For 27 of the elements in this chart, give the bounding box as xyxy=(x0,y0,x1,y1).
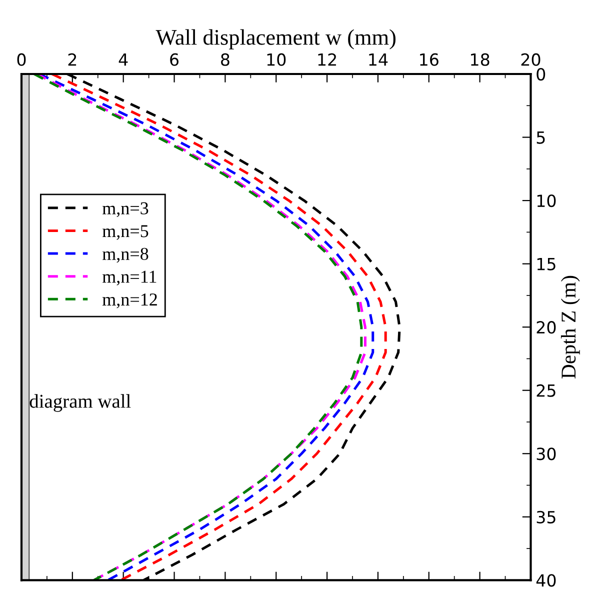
x-tick-label: 14 xyxy=(369,54,388,66)
y-tick-label: 35 xyxy=(536,510,556,524)
y-tick-label: 30 xyxy=(536,448,556,460)
y-tick-label: 0 xyxy=(536,68,546,81)
y-tick-label: 10 xyxy=(537,194,556,208)
x-tick-label: 12 xyxy=(318,53,336,66)
legend-label: m,n=11 xyxy=(102,270,156,286)
x-tick-label: 4 xyxy=(118,54,128,66)
x-tick-label: 18 xyxy=(471,53,490,66)
x-tick-label: 8 xyxy=(221,53,230,66)
x-tick-label: 6 xyxy=(170,53,179,66)
y-tick-label: 5 xyxy=(536,131,545,144)
y-axis-title: Depth Z (m) xyxy=(560,276,580,379)
x-axis-title: Wall displacement w (mm) xyxy=(156,29,396,50)
x-tick-label: 2 xyxy=(68,53,76,66)
x-tick-label: 10 xyxy=(267,53,286,66)
y-tick-label: 15 xyxy=(537,258,556,270)
band-label: diagram wall xyxy=(30,394,131,412)
legend-label: m,n=5 xyxy=(102,225,148,240)
y-tick-label: 25 xyxy=(536,384,556,397)
y-tick-label: 40 xyxy=(536,574,556,587)
legend-label: m,n=3 xyxy=(102,202,148,218)
legend-label: m,n=8 xyxy=(102,248,148,263)
x-tick-label: 16 xyxy=(420,53,438,66)
x-tick-label: 0 xyxy=(17,53,26,66)
legend-label: m,n=12 xyxy=(102,294,157,308)
y-tick-label: 20 xyxy=(536,321,556,334)
